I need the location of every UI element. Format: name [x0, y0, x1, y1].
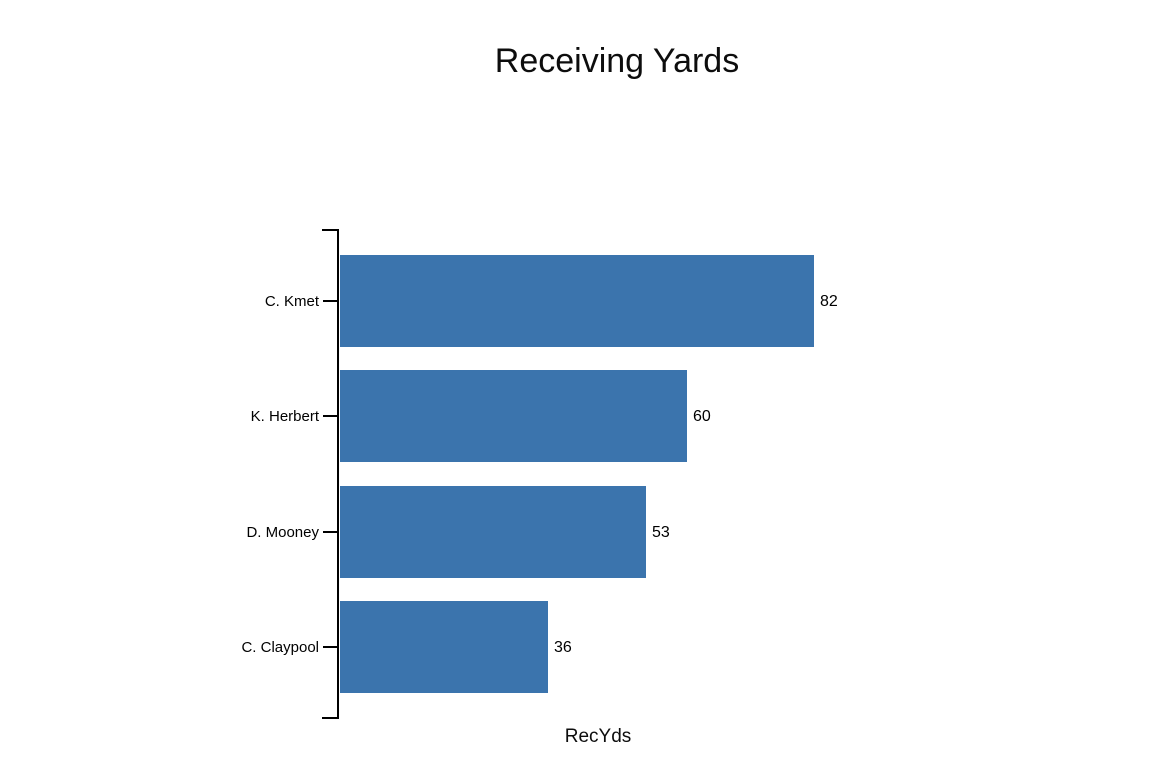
- value-label: 53: [652, 524, 670, 541]
- y-axis-bottom-cap: [322, 717, 339, 719]
- y-axis-top-cap: [322, 229, 339, 231]
- bar: [340, 370, 687, 462]
- category-label: C. Kmet: [264, 293, 319, 310]
- category-label: D. Mooney: [246, 524, 319, 541]
- y-axis-tick: [323, 531, 337, 533]
- category-label: C. Claypool: [241, 639, 319, 656]
- x-axis-label: RecYds: [564, 726, 632, 747]
- value-label: 60: [693, 408, 711, 425]
- bar: [340, 255, 814, 347]
- y-axis-tick: [323, 415, 337, 417]
- y-axis-line: [337, 229, 339, 719]
- bar: [340, 486, 646, 578]
- value-label: 36: [554, 639, 572, 656]
- y-axis-tick: [323, 300, 337, 302]
- bar: [340, 601, 548, 693]
- chart-title: Receiving Yards: [494, 42, 740, 80]
- y-axis-tick: [323, 646, 337, 648]
- value-label: 82: [820, 293, 838, 310]
- category-label: K. Herbert: [250, 408, 319, 425]
